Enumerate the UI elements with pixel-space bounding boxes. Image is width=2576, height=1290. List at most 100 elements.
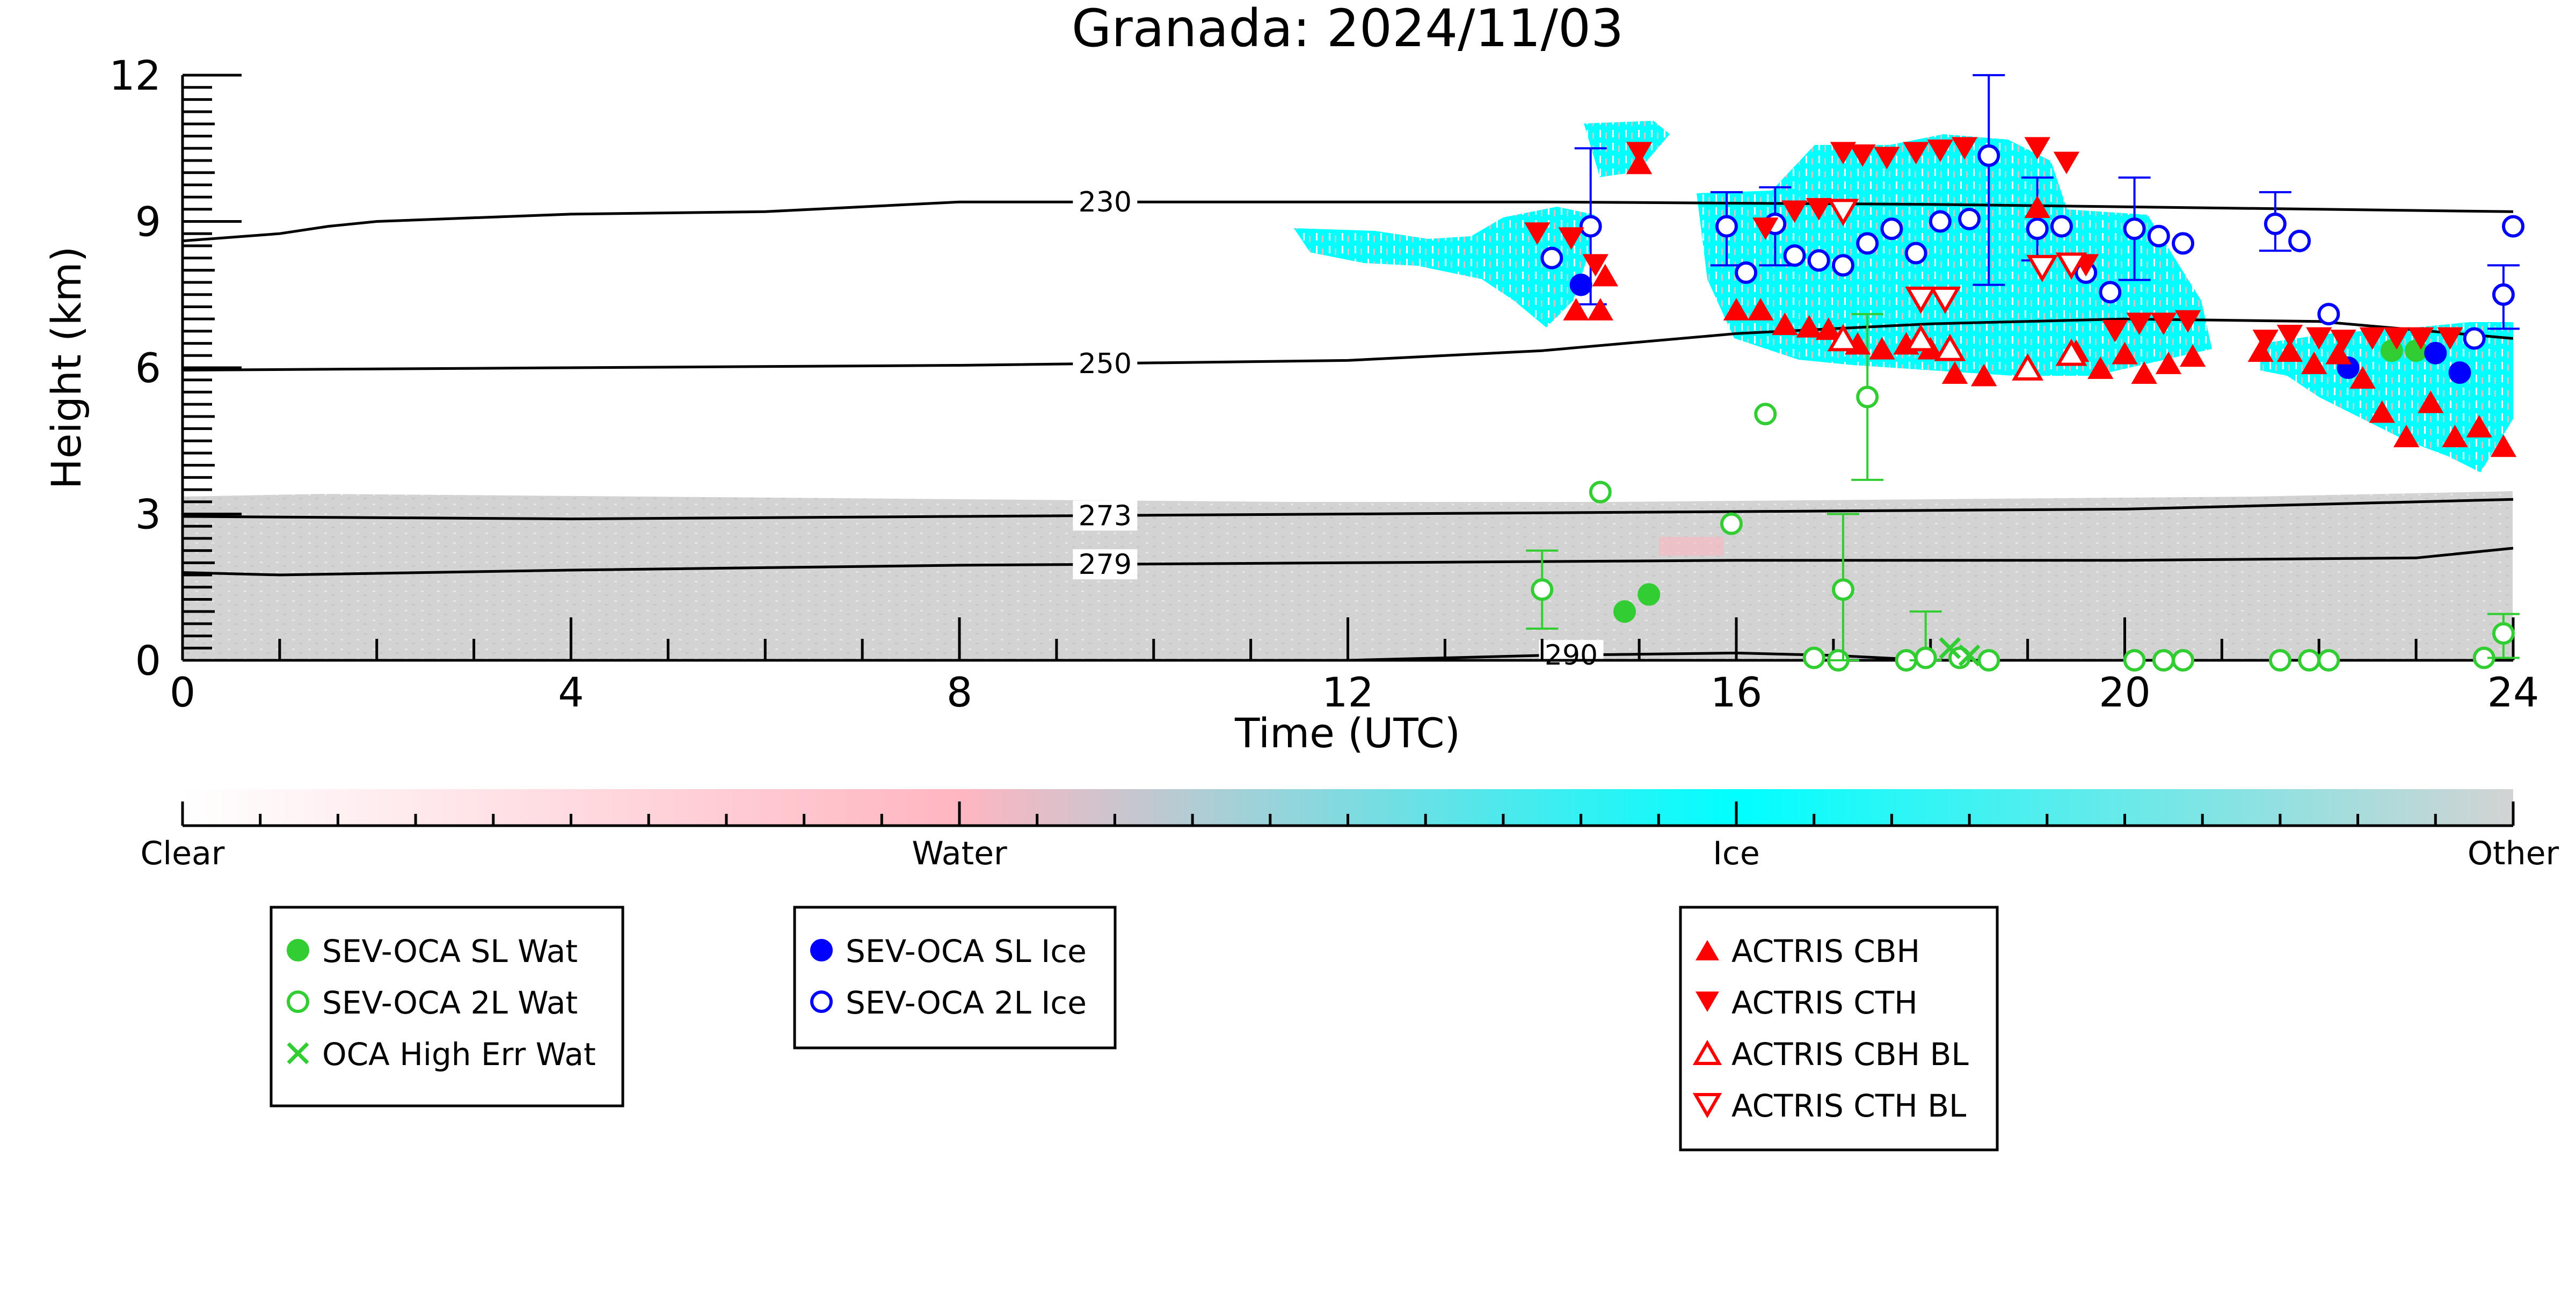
actris-cth-bl-point — [1929, 286, 1961, 314]
actris-cth-bl-point — [1905, 286, 1937, 314]
isotherm-line — [183, 498, 2513, 521]
legend-box-3: ACTRIS CBH ACTRIS CTH ACTRIS CBH BL ACTRIS … — [1679, 906, 1999, 1151]
sev-oca-2l-wat-point — [1720, 512, 1743, 535]
actris-cbh-point — [2325, 341, 2352, 365]
isotherm-label: 250 — [1079, 348, 1132, 380]
actris-cbh-point — [2301, 352, 2327, 374]
legend-label-sev-oca-sl-wat: SEV-OCA SL Wat — [322, 933, 578, 970]
sev-oca-2l-wat-point — [1531, 578, 1554, 601]
sev-oca-2l-ice-point — [2264, 213, 2287, 236]
legend-label-actris-cth-bl: ACTRIS CTH BL — [1731, 1088, 1966, 1124]
actris-cbh-point — [2024, 195, 2050, 218]
sev-oca-2l-ice-point — [2463, 327, 2486, 350]
other-layer-field — [183, 491, 2513, 660]
water-patch — [1659, 537, 1723, 556]
actris-cth-point — [1558, 227, 1584, 250]
oca-high-err-wat-point — [1939, 637, 1961, 659]
actris-cth-point — [1849, 144, 1876, 167]
sev-oca-2l-ice-point — [2123, 217, 2146, 240]
sev-oca-2l-ice-point — [2147, 224, 2170, 247]
x-axis-ticks: 0 4 8 12 16 20 24 — [170, 617, 2539, 716]
actris-cth-bl-point — [2026, 254, 2058, 282]
legend-marker-actris-cbh — [1695, 940, 1719, 960]
isotherm-label-bg — [1539, 640, 1604, 670]
legend-frame — [270, 906, 624, 1107]
legend-marker-actris-cbh-bl — [1692, 1040, 1722, 1065]
sev-oca-2l-wat-point — [2152, 649, 2175, 672]
actris-cbh-point — [2466, 415, 2492, 438]
sev-oca-2l-ice-point — [2502, 215, 2524, 238]
actris-cth-point — [1951, 137, 1978, 160]
actris-cth-point — [1752, 217, 1779, 240]
x-tick-label: 12 — [1322, 668, 1374, 716]
sev-oca-2l-wat-point — [2123, 649, 2146, 672]
sev-oca-2l-ice-point — [1579, 215, 1602, 238]
sev-oca-sl-wat-point — [1638, 583, 1661, 606]
actris-cth-point — [1806, 198, 1832, 221]
legend-label-actris-cbh: ACTRIS CBH — [1731, 933, 1920, 970]
sev-oca-2l-ice-point — [1856, 232, 1879, 255]
colorbar-label: Clear — [141, 835, 225, 872]
sev-oca-2l-wat-point — [2317, 649, 2340, 672]
actris-cbh-bl-point — [1905, 324, 1937, 352]
classification-field — [183, 121, 2513, 660]
isotherm-label: 230 — [1079, 186, 1132, 218]
legend-label-sev-oca-sl-ice: SEV-OCA SL Ice — [846, 933, 1087, 970]
colorbar-label: Water — [912, 835, 1007, 872]
x-tick-label: 4 — [558, 668, 584, 716]
colorbar-label: Ice — [1713, 835, 1760, 872]
x-tick-label: 0 — [170, 668, 195, 716]
actris-cth-point — [2150, 312, 2177, 336]
sev-oca-2l-wat-point — [1589, 480, 1612, 504]
actris-cbh-point — [1592, 264, 1619, 287]
sev-oca-2l-ice-point — [2050, 215, 2073, 238]
y-axis-label: Height (km) — [42, 246, 90, 490]
actris-cth-point — [2102, 319, 2128, 342]
sev-oca-2l-ice-point — [2492, 283, 2515, 306]
actris-cth-point — [2174, 310, 2201, 333]
x-axis-label: Time (UTC) — [1234, 709, 1460, 757]
actris-cbh-point — [1723, 298, 1750, 320]
sev-oca-2l-ice-point — [2288, 229, 2311, 252]
sev-oca-2l-wat-point — [1856, 385, 1879, 409]
legend-label-sev-oca-2l-wat: SEV-OCA 2L Wat — [322, 985, 578, 1021]
colorbar: Clear Water Ice Other — [141, 789, 2559, 872]
sev-oca-2l-ice-point — [2026, 217, 2049, 240]
isotherm-label: 273 — [1079, 500, 1132, 532]
sev-oca-2l-ice-point — [1715, 215, 1738, 238]
sev-oca-2l-wat-point — [2172, 649, 2195, 672]
actris-cth-point — [1524, 222, 1551, 245]
actris-cth-point — [2252, 330, 2279, 352]
actris-cth-point — [1781, 200, 1808, 223]
actris-cbh-point — [1815, 317, 1842, 340]
isotherm-label-bg — [1073, 500, 1138, 531]
sev-oca-2l-ice-point — [1807, 249, 1830, 272]
data-markers — [1524, 74, 2524, 672]
actris-cth-point — [2306, 327, 2332, 350]
sev-oca-sl-ice-point — [1569, 273, 1592, 296]
actris-cbh-bl-point — [1827, 324, 1859, 352]
actris-cth-point — [2053, 151, 2080, 174]
legend-marker-oca-high-err-wat — [287, 1042, 309, 1065]
x-tick-label: 8 — [947, 668, 972, 716]
legend-marker-oca-high-err-wat-stroke — [287, 1042, 309, 1065]
sev-oca-2l-wat-point — [2268, 649, 2291, 672]
sev-oca-2l-wat-point — [1914, 646, 1937, 669]
sev-oca-2l-ice-point — [2317, 303, 2340, 326]
actris-cbh-point — [2393, 425, 2420, 448]
sev-oca-sl-wat-point — [1613, 600, 1636, 623]
isotherm-labels: 230 250 273 279 290 — [1073, 186, 1604, 672]
actris-cbh-point — [2490, 434, 2517, 457]
actris-cth-point — [2437, 327, 2463, 350]
actris-cbh-point — [1796, 315, 1822, 338]
actris-cbh-point — [2112, 341, 2138, 365]
legend-label-sev-oca-2l-ice: SEV-OCA 2L Ice — [846, 985, 1087, 1021]
sev-oca-2l-ice-point — [1880, 217, 1903, 240]
sev-oca-2l-ice-point — [1904, 242, 1927, 265]
y-tick-label: 3 — [135, 491, 161, 538]
sev-oca-2l-ice-point — [1958, 207, 1981, 230]
sev-oca-2l-ice-point — [1540, 246, 1563, 269]
sev-oca-2l-ice-point — [1831, 254, 1854, 277]
sev-oca-2l-wat-point — [1802, 646, 1825, 669]
